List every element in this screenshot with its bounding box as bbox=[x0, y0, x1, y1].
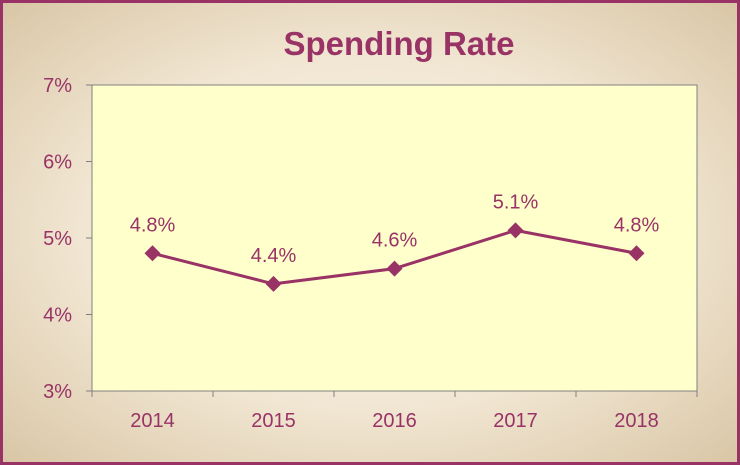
y-axis: 3% 4% 5% 6% 7% bbox=[43, 75, 92, 403]
x-tick-label: 2016 bbox=[372, 410, 417, 432]
y-tick-label: 5% bbox=[43, 228, 72, 250]
chart-title: Spending Rate bbox=[283, 25, 514, 62]
x-tick-label: 2015 bbox=[251, 410, 296, 432]
y-tick-label: 4% bbox=[43, 305, 72, 327]
x-tick-label: 2018 bbox=[614, 410, 659, 432]
data-point-marker bbox=[628, 245, 645, 262]
data-point-marker bbox=[144, 245, 161, 262]
x-axis: 2014 2015 2016 2017 2018 bbox=[91, 391, 698, 432]
plot-area bbox=[91, 84, 698, 392]
data-point-marker bbox=[265, 275, 282, 292]
data-label: 4.8% bbox=[614, 214, 660, 236]
y-tick-label: 6% bbox=[43, 152, 72, 174]
x-tick-label: 2017 bbox=[493, 410, 538, 432]
data-point-marker bbox=[386, 260, 403, 277]
y-tick-label: 7% bbox=[43, 75, 72, 97]
data-label: 4.4% bbox=[251, 245, 297, 267]
data-label: 4.6% bbox=[372, 230, 418, 252]
data-label: 4.8% bbox=[130, 214, 176, 236]
data-label: 5.1% bbox=[493, 191, 539, 213]
series-layer: 4.8% 4.4% 4.6% 5.1% 4.8% bbox=[130, 191, 660, 292]
y-tick-label: 3% bbox=[43, 381, 72, 403]
x-tick-label: 2014 bbox=[130, 410, 175, 432]
data-point-marker bbox=[507, 222, 524, 239]
